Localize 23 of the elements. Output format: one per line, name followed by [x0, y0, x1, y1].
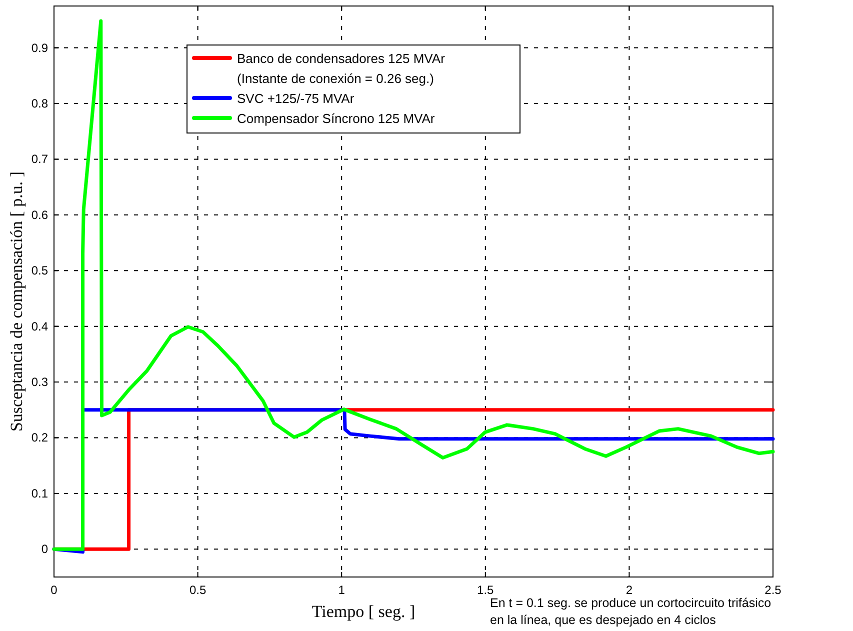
y-tick-label: 0.3	[31, 375, 48, 390]
x-tick-label: 1.5	[477, 583, 494, 597]
y-tick-label: 0.6	[31, 208, 48, 222]
y-tick-label: 0	[41, 542, 48, 556]
y-tick-label: 0.2	[31, 430, 48, 445]
x-axis-title: Tiempo [ seg. ]	[312, 602, 416, 621]
legend-label: Compensador Síncrono 125 MVAr	[237, 111, 436, 126]
y-tick-label: 0.9	[31, 40, 48, 55]
line-series	[52, 19, 775, 551]
x-tick-label: 0	[50, 583, 58, 597]
legend-label: Banco de condensadores 125 MVAr (Instante de conexión = 0.26 seg.)	[237, 51, 446, 86]
y-tick-label: 0.7	[31, 152, 48, 166]
x-tick-label: 2	[626, 583, 633, 597]
y-axis-title: Susceptancia de compensación [ p.u. ]	[7, 171, 26, 432]
y-tick-label: 0.5	[31, 264, 48, 278]
y-tick-label: 0.8	[31, 96, 48, 110]
x-tick-label: 2.5	[764, 583, 782, 597]
text: En t = 0.1 seg. se produce un cortocircuito trifásico en la línea, que es despejado en 4 ciclos	[490, 596, 772, 627]
y-tick-label: 0.4	[31, 319, 48, 334]
y-tick-label: 0.1	[31, 486, 48, 500]
x-tick-label: 0.5	[189, 583, 206, 597]
x-tick-label: 1	[338, 583, 346, 597]
legend-label: SVC +125/-75 MVAr	[237, 91, 355, 106]
